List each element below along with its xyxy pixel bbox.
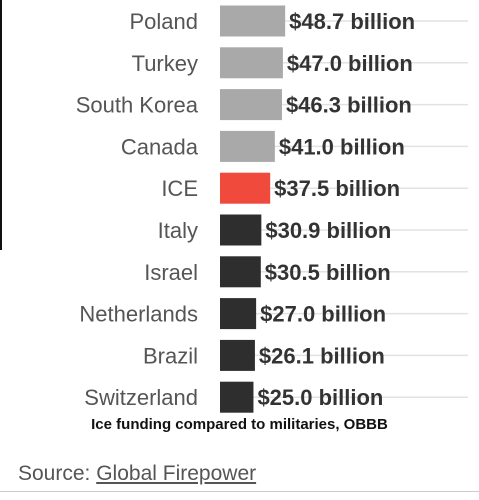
value-label: $30.5 billion <box>265 260 391 285</box>
value-label: $30.9 billion <box>265 218 391 243</box>
bar-brazil <box>220 339 255 371</box>
bar-italy <box>220 214 262 246</box>
bar-turkey <box>220 47 283 79</box>
category-label: Poland <box>129 9 198 34</box>
bar-chart: Poland $48.7 billion Turkey $47.0 billion So… <box>76 5 468 413</box>
chart-caption: Ice funding compared to militaries, OBBB <box>91 416 388 433</box>
value-label: $48.7 billion <box>289 9 415 34</box>
bars: Poland $48.7 billion Turkey $47.0 billion So… <box>76 5 415 413</box>
source-prefix: Source: <box>18 462 97 485</box>
bottom-divider <box>0 491 479 492</box>
bar-ice <box>220 172 271 204</box>
value-label: $26.1 billion <box>259 343 385 368</box>
bar-israel <box>220 256 261 288</box>
value-label: $41.0 billion <box>279 134 405 159</box>
category-label: Israel <box>144 260 198 285</box>
bar-poland <box>220 5 286 37</box>
category-label: Canada <box>121 134 199 159</box>
image-frame-edge <box>0 0 2 250</box>
category-label: Italy <box>158 218 198 243</box>
category-label: Netherlands <box>79 302 198 327</box>
category-label: ICE <box>161 176 198 201</box>
bar-netherlands <box>220 298 257 330</box>
value-label: $46.3 billion <box>286 93 412 118</box>
bar-canada <box>220 130 275 162</box>
source-link[interactable]: Global Firepower <box>96 462 257 485</box>
value-label: $27.0 billion <box>260 302 386 327</box>
category-label: Brazil <box>143 343 198 368</box>
value-label: $25.0 billion <box>257 385 383 410</box>
bar-switzerland <box>220 381 254 413</box>
category-label: Switzerland <box>84 385 198 410</box>
bar-south-korea <box>220 89 282 121</box>
category-label: Turkey <box>132 51 198 76</box>
value-label: $47.0 billion <box>287 51 413 76</box>
value-label: $37.5 billion <box>274 176 400 201</box>
source-line: Source: Global Firepower <box>18 462 256 486</box>
category-label: South Korea <box>76 93 199 118</box>
